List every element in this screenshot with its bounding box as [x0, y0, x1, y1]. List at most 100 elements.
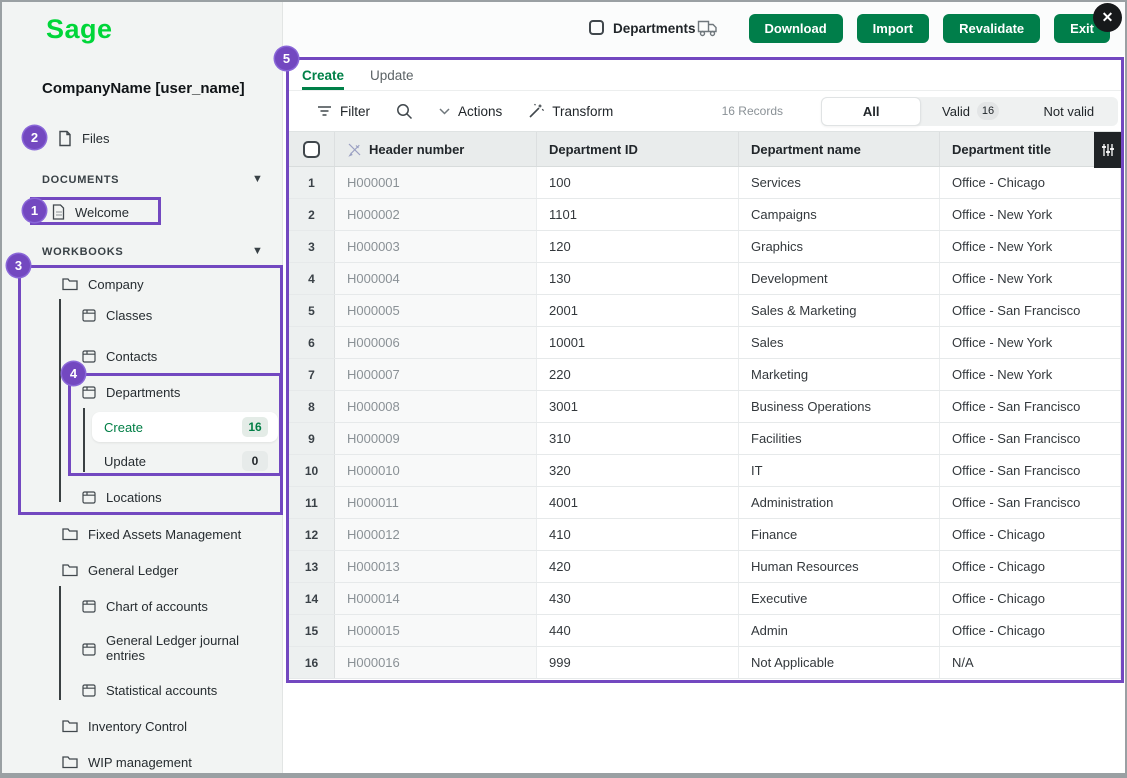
- cell-department-name[interactable]: Sales & Marketing: [739, 295, 940, 326]
- cell-department-id[interactable]: 420: [537, 551, 739, 582]
- segment-valid[interactable]: Valid 16: [921, 97, 1019, 126]
- actions-menu[interactable]: Actions: [439, 104, 502, 119]
- cell-department-title[interactable]: Office - New York: [940, 199, 1121, 230]
- cell-department-id[interactable]: 10001: [537, 327, 739, 358]
- cell-department-name[interactable]: Admin: [739, 615, 940, 646]
- cell-department-id[interactable]: 4001: [537, 487, 739, 518]
- cell-department-title[interactable]: Office - San Francisco: [940, 295, 1121, 326]
- sidebar-item-departments[interactable]: Departments: [82, 382, 180, 402]
- cell-department-title[interactable]: Office - San Francisco: [940, 455, 1121, 486]
- cell-department-title[interactable]: Office - Chicago: [940, 519, 1121, 550]
- cell-department-name[interactable]: Finance: [739, 519, 940, 550]
- cell-department-title[interactable]: Office - New York: [940, 263, 1121, 294]
- cell-header-number[interactable]: H000005: [335, 295, 537, 326]
- cell-department-name[interactable]: Executive: [739, 583, 940, 614]
- cell-department-name[interactable]: Human Resources: [739, 551, 940, 582]
- cell-header-number[interactable]: H000008: [335, 391, 537, 422]
- cell-department-id[interactable]: 2001: [537, 295, 739, 326]
- column-header-header-number[interactable]: Header number: [335, 132, 537, 166]
- cell-department-title[interactable]: Office - Chicago: [940, 615, 1121, 646]
- cell-header-number[interactable]: H000004: [335, 263, 537, 294]
- cell-department-title[interactable]: Office - New York: [940, 359, 1121, 390]
- sidebar-item-gl-journal-entries[interactable]: General Ledger journal entries: [82, 632, 258, 666]
- search-button[interactable]: [396, 103, 413, 120]
- cell-header-number[interactable]: H000016: [335, 647, 537, 678]
- cell-header-number[interactable]: H000014: [335, 583, 537, 614]
- column-header-department-id[interactable]: Department ID: [537, 132, 739, 166]
- sidebar-item-chart-of-accounts[interactable]: Chart of accounts: [82, 596, 208, 616]
- tab-create[interactable]: Create: [302, 60, 345, 90]
- column-settings-button[interactable]: [1094, 132, 1121, 168]
- transform-button[interactable]: Transform: [528, 103, 613, 119]
- cell-header-number[interactable]: H000009: [335, 423, 537, 454]
- cell-department-title[interactable]: Office - Chicago: [940, 167, 1121, 198]
- cell-header-number[interactable]: H000003: [335, 231, 537, 262]
- download-button[interactable]: Download: [748, 14, 843, 43]
- sidebar-item-fixed-assets[interactable]: Fixed Assets Management: [62, 524, 241, 544]
- segment-not-valid[interactable]: Not valid: [1043, 103, 1095, 119]
- cell-department-name[interactable]: Administration: [739, 487, 940, 518]
- cell-header-number[interactable]: H000011: [335, 487, 537, 518]
- segment-all[interactable]: All: [821, 96, 922, 126]
- cell-header-number[interactable]: H000001: [335, 167, 537, 198]
- cell-department-title[interactable]: Office - San Francisco: [940, 423, 1121, 454]
- cell-department-name[interactable]: Campaigns: [739, 199, 940, 230]
- cell-header-number[interactable]: H000013: [335, 551, 537, 582]
- sidebar-item-create[interactable]: Create 16: [92, 412, 278, 442]
- cell-header-number[interactable]: H000006: [335, 327, 537, 358]
- select-all-checkbox[interactable]: [303, 140, 320, 158]
- cell-department-title[interactable]: Office - New York: [940, 231, 1121, 262]
- cell-header-number[interactable]: H000012: [335, 519, 537, 550]
- revalidate-button[interactable]: Revalidate: [943, 14, 1041, 43]
- cell-header-number[interactable]: H000010: [335, 455, 537, 486]
- cell-department-name[interactable]: Business Operations: [739, 391, 940, 422]
- cell-department-title[interactable]: Office - San Francisco: [940, 391, 1121, 422]
- cell-department-id[interactable]: 310: [537, 423, 739, 454]
- cell-department-name[interactable]: IT: [739, 455, 940, 486]
- cell-department-name[interactable]: Marketing: [739, 359, 940, 390]
- cell-department-id[interactable]: 320: [537, 455, 739, 486]
- cell-department-title[interactable]: Office - Chicago: [940, 551, 1121, 582]
- cell-department-id[interactable]: 130: [537, 263, 739, 294]
- sidebar-item-inventory-control[interactable]: Inventory Control: [62, 716, 187, 736]
- cell-department-id[interactable]: 220: [537, 359, 739, 390]
- cell-department-id[interactable]: 120: [537, 231, 739, 262]
- cell-department-name[interactable]: Sales: [739, 327, 940, 358]
- cell-department-name[interactable]: Not Applicable: [739, 647, 940, 678]
- sidebar-item-contacts[interactable]: Contacts: [82, 346, 157, 366]
- chevron-down-icon[interactable]: ▼: [252, 173, 263, 185]
- sidebar-item-statistical-accounts[interactable]: Statistical accounts: [82, 680, 217, 700]
- column-header-department-name[interactable]: Department name: [739, 132, 940, 166]
- sidebar-item-general-ledger[interactable]: General Ledger: [62, 560, 178, 580]
- sidebar-item-locations[interactable]: Locations: [82, 487, 162, 507]
- cell-header-number[interactable]: H000007: [335, 359, 537, 390]
- cell-department-id[interactable]: 3001: [537, 391, 739, 422]
- tab-update[interactable]: Update: [370, 67, 414, 83]
- sidebar-item-wip-management[interactable]: WIP management: [62, 752, 192, 772]
- sidebar-item-classes[interactable]: Classes: [82, 305, 152, 325]
- cell-department-name[interactable]: Services: [739, 167, 940, 198]
- sidebar-item-welcome[interactable]: Welcome: [52, 202, 129, 222]
- cell-department-name[interactable]: Facilities: [739, 423, 940, 454]
- sidebar-item-company[interactable]: Company: [62, 274, 144, 294]
- cell-header-number[interactable]: H000002: [335, 199, 537, 230]
- chevron-down-icon[interactable]: ▼: [252, 245, 263, 257]
- import-button[interactable]: Import: [856, 14, 930, 43]
- cell-department-id[interactable]: 100: [537, 167, 739, 198]
- cell-department-id[interactable]: 440: [537, 615, 739, 646]
- sidebar-item-files[interactable]: Files: [58, 128, 109, 148]
- cell-department-title[interactable]: Office - Chicago: [940, 583, 1121, 614]
- cell-department-name[interactable]: Graphics: [739, 231, 940, 262]
- filter-button[interactable]: Filter: [317, 104, 370, 119]
- cell-department-id[interactable]: 410: [537, 519, 739, 550]
- cell-department-id[interactable]: 430: [537, 583, 739, 614]
- sidebar-item-update[interactable]: Update 0: [92, 448, 278, 474]
- cell-department-title[interactable]: N/A: [940, 647, 1121, 678]
- cell-department-id[interactable]: 999: [537, 647, 739, 678]
- column-header-department-title[interactable]: Department title: [940, 132, 1121, 166]
- truck-icon[interactable]: [697, 19, 719, 37]
- close-icon[interactable]: ✕: [1093, 3, 1122, 32]
- cell-department-id[interactable]: 1101: [537, 199, 739, 230]
- cell-department-title[interactable]: Office - New York: [940, 327, 1121, 358]
- cell-department-title[interactable]: Office - San Francisco: [940, 487, 1121, 518]
